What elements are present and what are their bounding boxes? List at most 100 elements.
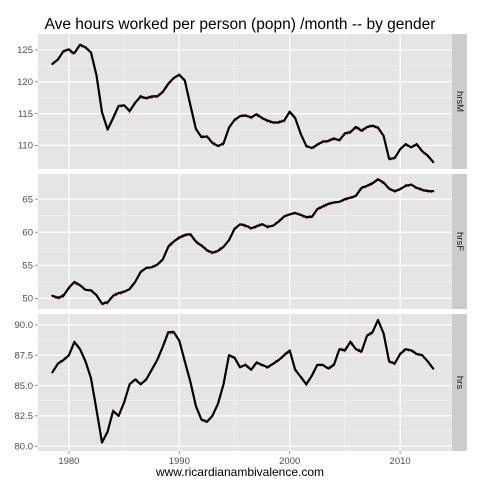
data-point xyxy=(222,383,225,386)
data-point xyxy=(217,145,219,147)
data-point xyxy=(68,286,70,289)
data-point xyxy=(178,73,181,76)
data-point xyxy=(156,95,159,98)
data-point xyxy=(134,280,137,283)
data-point xyxy=(239,223,241,226)
y-tick-label: 87.5 xyxy=(15,351,34,362)
x-tick-label: 1990 xyxy=(169,456,190,467)
data-point xyxy=(344,132,346,135)
y-tick-label: 55 xyxy=(22,261,33,272)
data-point xyxy=(183,360,186,363)
data-point xyxy=(261,223,264,226)
data-point xyxy=(255,361,258,364)
data-point xyxy=(288,349,291,352)
facet-panels: 110 115 120 125 hrsM 50 55 60 65 hrsF 80.0 82.5 85.0… xyxy=(15,34,467,452)
y-tick-label: 80.0 xyxy=(15,441,34,452)
data-point xyxy=(366,185,368,187)
data-point xyxy=(90,289,92,292)
data-point xyxy=(332,364,335,366)
data-point xyxy=(288,110,291,113)
data-point xyxy=(194,405,197,408)
panel-hrs: 80.0 82.5 85.0 87.5 90.0 hrs xyxy=(15,314,467,452)
data-point xyxy=(388,187,390,190)
data-point xyxy=(134,378,137,381)
facet-strip-label: hrsF xyxy=(454,232,465,251)
y-tick-label: 115 xyxy=(18,109,33,120)
data-point xyxy=(272,121,275,124)
data-point xyxy=(421,188,424,191)
data-point xyxy=(338,139,341,142)
y-tick-label: 82.5 xyxy=(15,411,34,422)
data-point xyxy=(172,77,175,79)
data-point xyxy=(321,364,324,366)
panel-hrsF: 50 55 60 65 hrsF xyxy=(22,174,467,309)
data-point xyxy=(360,186,363,189)
data-point xyxy=(250,116,252,119)
data-point xyxy=(178,236,181,239)
data-point xyxy=(255,113,258,116)
data-point xyxy=(432,367,435,370)
data-point xyxy=(217,249,219,252)
data-point xyxy=(355,194,357,197)
data-point xyxy=(355,126,357,128)
data-point xyxy=(145,97,148,100)
data-point xyxy=(150,266,153,269)
data-point xyxy=(172,331,175,334)
data-point xyxy=(355,348,357,351)
data-point xyxy=(305,145,308,147)
data-point xyxy=(305,216,308,218)
panel-background xyxy=(38,314,452,451)
data-point xyxy=(310,216,313,218)
data-point xyxy=(167,331,170,334)
data-point xyxy=(404,185,407,187)
y-tick-label: 120 xyxy=(17,77,33,88)
data-point xyxy=(211,251,214,254)
data-point xyxy=(316,364,319,366)
data-point xyxy=(377,178,379,181)
data-point xyxy=(95,74,98,77)
facet-strip xyxy=(452,314,467,451)
data-point xyxy=(266,366,269,369)
y-tick-label: 65 xyxy=(22,194,33,205)
data-point xyxy=(56,362,59,365)
data-point xyxy=(349,131,352,133)
data-point xyxy=(299,133,302,135)
data-point xyxy=(327,367,330,370)
data-point xyxy=(183,79,186,82)
data-point xyxy=(382,181,385,184)
data-point xyxy=(167,245,170,248)
data-point xyxy=(272,362,275,365)
facet-strip-label: hrs xyxy=(454,376,465,389)
data-point xyxy=(294,117,297,119)
data-point xyxy=(145,378,148,381)
data-point xyxy=(244,364,247,366)
data-point xyxy=(206,135,208,138)
x-tick-label: 1980 xyxy=(58,456,79,467)
data-point xyxy=(393,157,396,160)
data-point xyxy=(194,127,197,130)
data-point xyxy=(62,294,65,297)
x-axis: 1980 1990 2000 2010 xyxy=(58,451,411,467)
data-point xyxy=(101,302,103,305)
data-point xyxy=(316,143,319,146)
data-point xyxy=(327,140,330,142)
data-point xyxy=(310,147,313,149)
data-point xyxy=(421,354,424,357)
data-point xyxy=(112,410,114,412)
data-point xyxy=(106,430,109,433)
data-point xyxy=(338,348,341,351)
data-point xyxy=(161,91,164,93)
data-point xyxy=(150,95,153,98)
data-point xyxy=(272,224,275,227)
data-point xyxy=(167,82,170,85)
data-point xyxy=(68,48,70,51)
y-tick-label: 85.0 xyxy=(15,381,34,392)
data-point xyxy=(366,126,368,128)
data-point xyxy=(426,154,429,157)
data-point xyxy=(84,46,87,49)
data-point xyxy=(250,227,252,230)
data-point xyxy=(228,239,230,242)
data-point xyxy=(211,141,214,144)
data-point xyxy=(299,214,302,216)
